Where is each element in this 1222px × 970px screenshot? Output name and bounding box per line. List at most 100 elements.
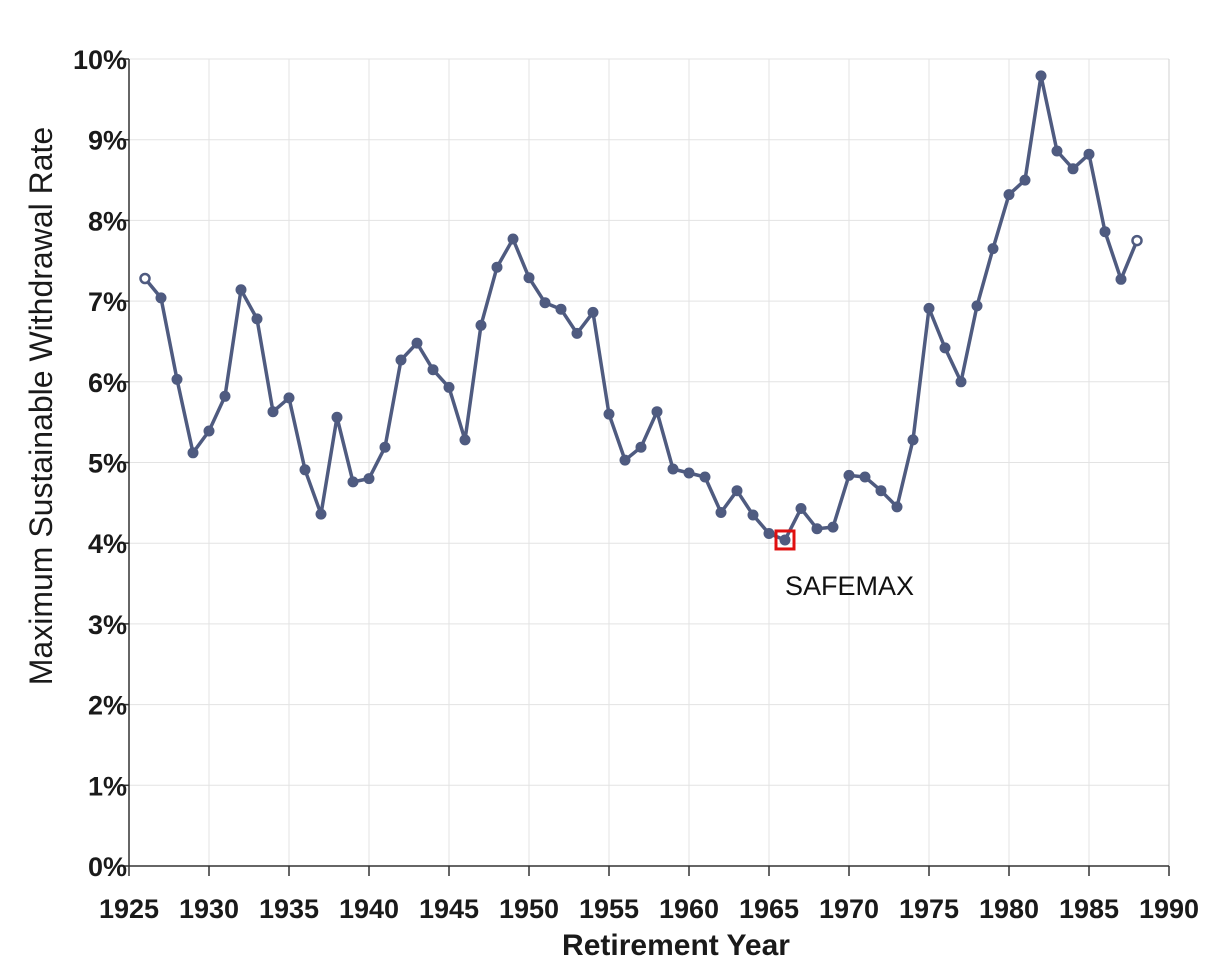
y-tick-label: 7% (88, 287, 127, 317)
x-tick-label: 1965 (739, 894, 799, 924)
data-point (475, 319, 487, 331)
data-point (267, 406, 279, 418)
data-point (411, 337, 423, 349)
data-point (827, 521, 839, 533)
data-point (507, 233, 519, 245)
data-point (331, 411, 343, 423)
data-point (459, 434, 471, 446)
data-point (347, 476, 359, 488)
y-tick-label: 6% (88, 368, 127, 398)
data-point (395, 354, 407, 366)
y-tick-label: 1% (88, 771, 127, 801)
x-tick-label: 1985 (1059, 894, 1119, 924)
data-point (443, 381, 455, 393)
data-point (603, 408, 615, 420)
grid (129, 58, 1170, 866)
x-tick-label: 1970 (819, 894, 879, 924)
data-point (1115, 273, 1127, 285)
y-tick-label: 9% (88, 126, 127, 156)
data-point (779, 534, 791, 546)
data-point (555, 303, 567, 315)
data-point (539, 297, 551, 309)
data-point (971, 300, 983, 312)
x-tick-label: 1950 (499, 894, 559, 924)
y-tick-label: 4% (88, 529, 127, 559)
y-tick-label: 3% (88, 610, 127, 640)
data-point (1019, 174, 1031, 186)
x-tick-label: 1935 (259, 894, 319, 924)
data-point (875, 485, 887, 497)
x-tick-labels: 1925 1930 1935 1940 1945 1950 1955 1960 1965 1970… (99, 894, 1199, 924)
data-point (571, 327, 583, 339)
data-point (667, 463, 679, 475)
data-point (635, 441, 647, 453)
y-axis-title: Maximum Sustainable Withdrawal Rate (23, 127, 59, 685)
series-line (143, 74, 1139, 542)
data-point (843, 469, 855, 481)
data-point (699, 471, 711, 483)
y-tick-label: 2% (88, 691, 127, 721)
data-point (251, 313, 263, 325)
data-point (379, 441, 391, 453)
data-point (939, 342, 951, 354)
data-point (283, 392, 295, 404)
x-tick-label: 1975 (899, 894, 959, 924)
data-point (299, 464, 311, 476)
data-point (811, 523, 823, 535)
data-point (187, 447, 199, 459)
data-point (1099, 226, 1111, 238)
x-tick-label: 1960 (659, 894, 719, 924)
data-point (651, 406, 663, 418)
y-tick-label: 10% (73, 45, 127, 75)
data-point (363, 473, 375, 485)
data-point (731, 485, 743, 497)
data-point (203, 425, 215, 437)
data-point (1003, 189, 1015, 201)
x-tick-label: 1955 (579, 894, 639, 924)
safemax-label: SAFEMAX (785, 571, 914, 601)
data-point (715, 507, 727, 518)
data-point (491, 261, 503, 273)
data-point (1051, 145, 1063, 157)
data-point (587, 306, 599, 318)
data-point (171, 373, 183, 385)
data-point (619, 454, 631, 466)
x-tick-label: 1925 (99, 894, 159, 924)
data-point (235, 284, 247, 296)
y-tick-label: 8% (88, 206, 127, 236)
series-group (139, 70, 1143, 546)
x-tick-label: 1980 (979, 894, 1039, 924)
x-tick-label: 1945 (419, 894, 479, 924)
x-tick-label: 1930 (179, 894, 239, 924)
data-point (987, 243, 999, 255)
data-point (747, 509, 759, 521)
data-point (1035, 70, 1047, 82)
data-point (1083, 148, 1095, 160)
data-point (1067, 163, 1079, 175)
data-point (923, 302, 935, 314)
x-tick-label: 1940 (339, 894, 399, 924)
annotations: SAFEMAX (774, 529, 914, 601)
data-point (1131, 234, 1143, 247)
data-point (859, 471, 871, 483)
data-point (219, 390, 231, 402)
data-point (523, 272, 535, 284)
data-point (683, 467, 695, 479)
safemax-marker (774, 529, 796, 551)
y-tick-label: 5% (88, 449, 127, 479)
data-point (155, 292, 167, 304)
x-axis-title: Retirement Year (562, 929, 790, 962)
data-point (763, 528, 775, 539)
data-point (315, 508, 327, 520)
data-point (139, 272, 151, 285)
y-tick-label: 0% (88, 852, 127, 882)
axes (121, 58, 1170, 876)
data-point (907, 434, 919, 446)
y-tick-labels: 0% 1% 2% 3% 4% 5% 6% 7% 8% 9% 10% (73, 45, 127, 882)
data-point (795, 503, 807, 514)
data-point (427, 364, 439, 376)
x-tick-label: 1990 (1139, 894, 1199, 924)
data-point (955, 376, 967, 388)
data-point (891, 501, 903, 513)
